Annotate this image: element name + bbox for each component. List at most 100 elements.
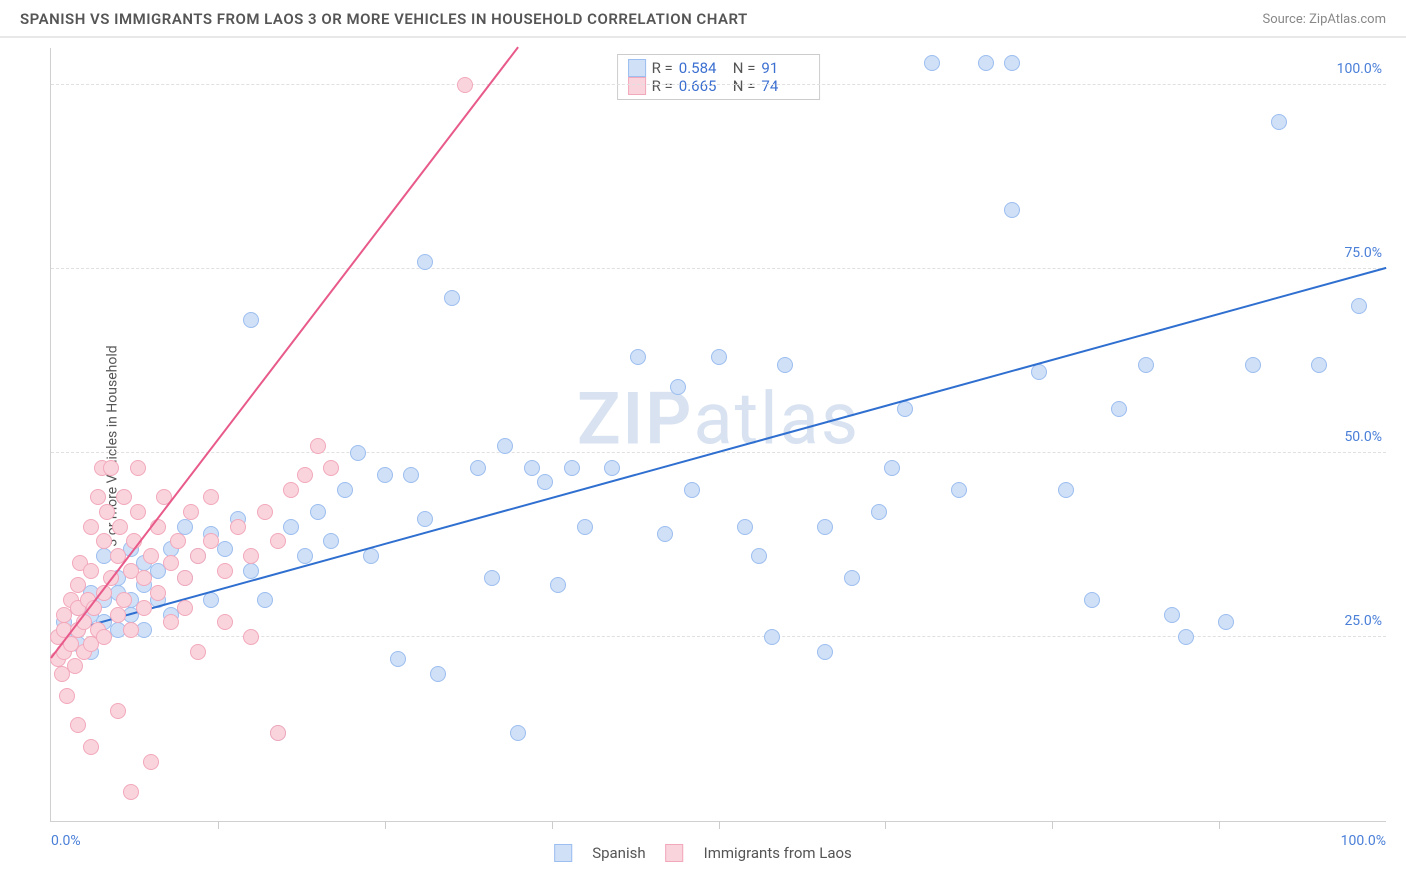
data-point xyxy=(1058,482,1074,498)
stat-n-label: N = xyxy=(733,77,756,95)
data-point xyxy=(112,519,128,535)
data-point xyxy=(297,467,313,483)
x-tick xyxy=(552,821,553,829)
data-point xyxy=(604,460,620,476)
data-point xyxy=(110,703,126,719)
stat-r-label: R = xyxy=(652,59,673,77)
y-tick-label: 75.0% xyxy=(1344,245,1382,261)
x-tick xyxy=(1052,821,1053,829)
data-point xyxy=(243,563,259,579)
data-point xyxy=(470,460,486,476)
data-point xyxy=(1245,357,1261,373)
data-point xyxy=(243,312,259,328)
x-tick-max: 100.0% xyxy=(1341,833,1386,849)
legend-swatch xyxy=(666,844,684,862)
scatter-chart: ZIPatlas R =0.584N =91R =0.665N =74 0.0%… xyxy=(50,48,1386,822)
data-point xyxy=(283,482,299,498)
correlation-stats-box: R =0.584N =91R =0.665N =74 xyxy=(617,54,821,100)
header: SPANISH VS IMMIGRANTS FROM LAOS 3 OR MOR… xyxy=(0,0,1406,38)
data-point xyxy=(924,55,940,71)
data-point xyxy=(130,504,146,520)
data-point xyxy=(203,592,219,608)
x-tick xyxy=(719,821,720,829)
data-point xyxy=(283,519,299,535)
legend-label: Spanish xyxy=(592,844,645,862)
data-point xyxy=(110,607,126,623)
data-point xyxy=(844,570,860,586)
data-point xyxy=(190,644,206,660)
stat-n-value: 74 xyxy=(761,77,809,95)
data-point xyxy=(510,725,526,741)
data-point xyxy=(177,570,193,586)
data-point xyxy=(363,548,379,564)
data-point xyxy=(103,460,119,476)
data-point xyxy=(70,577,86,593)
data-point xyxy=(96,629,112,645)
data-point xyxy=(123,622,139,638)
data-point xyxy=(884,460,900,476)
legend: SpanishImmigrants from Laos xyxy=(554,844,852,862)
data-point xyxy=(323,460,339,476)
data-point xyxy=(243,548,259,564)
data-point xyxy=(83,563,99,579)
data-point xyxy=(497,438,513,454)
data-point xyxy=(203,533,219,549)
data-point xyxy=(417,254,433,270)
data-point xyxy=(116,592,132,608)
data-point xyxy=(163,614,179,630)
data-point xyxy=(243,629,259,645)
data-point xyxy=(177,600,193,616)
stat-r-label: R = xyxy=(652,77,673,95)
data-point xyxy=(684,482,700,498)
data-point xyxy=(67,658,83,674)
data-point xyxy=(1271,114,1287,130)
data-point xyxy=(871,504,887,520)
data-point xyxy=(951,482,967,498)
stat-n-label: N = xyxy=(733,59,756,77)
data-point xyxy=(1138,357,1154,373)
data-point xyxy=(978,55,994,71)
data-point xyxy=(96,533,112,549)
data-point xyxy=(230,519,246,535)
data-point xyxy=(143,754,159,770)
data-point xyxy=(70,717,86,733)
data-point xyxy=(217,614,233,630)
data-point xyxy=(403,467,419,483)
data-point xyxy=(59,688,75,704)
y-tick-label: 50.0% xyxy=(1344,429,1382,445)
data-point xyxy=(390,651,406,667)
data-point xyxy=(630,349,646,365)
watermark: ZIPatlas xyxy=(577,377,860,462)
data-point xyxy=(323,533,339,549)
data-point xyxy=(136,570,152,586)
data-point xyxy=(90,489,106,505)
data-point xyxy=(737,519,753,535)
data-point xyxy=(550,577,566,593)
data-point xyxy=(217,563,233,579)
data-point xyxy=(751,548,767,564)
data-point xyxy=(1084,592,1100,608)
data-point xyxy=(116,489,132,505)
data-point xyxy=(257,592,273,608)
data-point xyxy=(270,725,286,741)
stat-row: R =0.584N =91 xyxy=(628,59,810,77)
data-point xyxy=(444,290,460,306)
data-point xyxy=(1311,357,1327,373)
data-point xyxy=(1111,401,1127,417)
data-point xyxy=(577,519,593,535)
x-tick xyxy=(1219,821,1220,829)
y-tick-label: 100.0% xyxy=(1337,61,1382,77)
x-tick xyxy=(885,821,886,829)
data-point xyxy=(524,460,540,476)
stat-r-value: 0.584 xyxy=(679,59,727,77)
x-tick xyxy=(218,821,219,829)
data-point xyxy=(310,504,326,520)
gridline xyxy=(51,84,1386,85)
data-point xyxy=(777,357,793,373)
data-point xyxy=(764,629,780,645)
data-point xyxy=(190,548,206,564)
series-swatch xyxy=(628,77,646,95)
data-point xyxy=(430,666,446,682)
data-point xyxy=(183,504,199,520)
data-point xyxy=(1004,55,1020,71)
